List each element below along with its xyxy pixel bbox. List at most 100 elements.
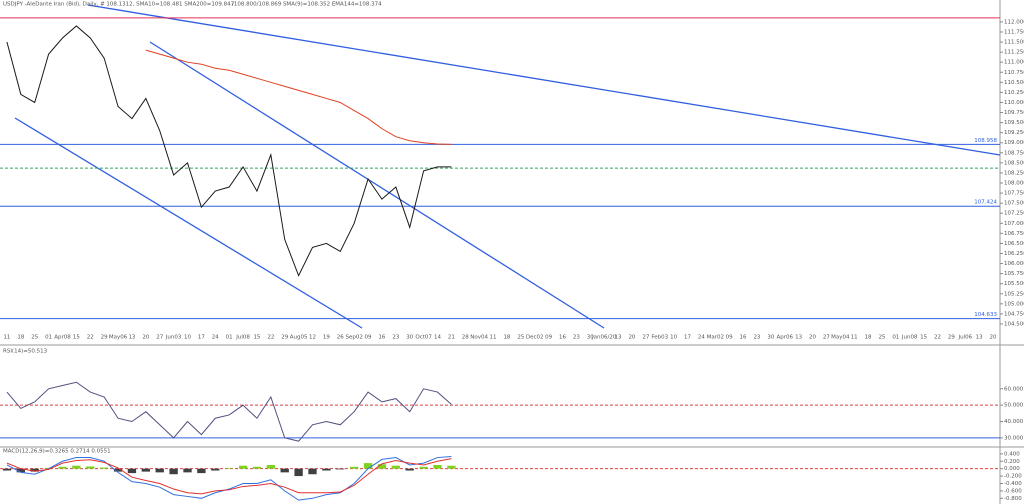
x-tick-label: 20 xyxy=(142,335,149,341)
histogram-bar xyxy=(266,464,275,469)
y-tick-label: 106.750 xyxy=(1004,231,1024,237)
x-tick-label: 22 xyxy=(267,335,274,341)
y-tick-label: 108.500 xyxy=(1004,160,1024,166)
y-tick-label: 111.250 xyxy=(1004,50,1024,56)
x-tick-label: Dec02 xyxy=(526,335,544,341)
x-tick-label: 19 xyxy=(323,335,330,341)
x-tick-label: 15 xyxy=(920,335,927,341)
trend-line xyxy=(87,4,1001,156)
histogram-bar xyxy=(197,468,206,474)
x-tick-label: 13 xyxy=(795,335,802,341)
x-tick-label: 09 xyxy=(365,335,372,341)
x-tick-label: 11 xyxy=(851,335,858,341)
level-label: 107.424 xyxy=(974,200,997,206)
x-tick-label: 01 xyxy=(892,335,899,341)
y-tick-label: 107.000 xyxy=(1004,221,1024,227)
x-tick-label: 13 xyxy=(976,335,983,341)
x-tick-label: Sep02 xyxy=(345,335,362,341)
y-tick-label: 60.000 xyxy=(1004,386,1024,392)
x-tick-label: 11 xyxy=(3,335,10,341)
x-tick-label: 23 xyxy=(392,335,399,341)
y-tick-label: 110.000 xyxy=(1004,100,1024,106)
y-tick-label: -0.800 xyxy=(1004,496,1022,502)
y-tick-label: 109.000 xyxy=(1004,140,1024,146)
x-tick-label: Jun08 xyxy=(901,335,918,341)
level-label: 108.958 xyxy=(974,138,997,144)
x-tick-label: 22 xyxy=(934,335,941,341)
histogram-bar xyxy=(252,466,262,469)
histogram-bar xyxy=(183,468,192,473)
x-tick-label: 14 xyxy=(434,335,441,341)
series-line xyxy=(6,455,452,501)
y-tick-label: 107.250 xyxy=(1004,211,1024,217)
y-tick-label: 106.000 xyxy=(1004,261,1024,267)
histogram-bar xyxy=(433,464,442,469)
y-tick-label: 105.000 xyxy=(1004,301,1024,307)
y-tick-label: 111.750 xyxy=(1004,29,1024,35)
y-tick-label: 109.250 xyxy=(1004,130,1024,136)
x-tick-label: May04 xyxy=(831,335,850,341)
series-line xyxy=(6,381,452,442)
x-tick-label: 29 xyxy=(281,335,288,341)
x-tick-label: Aug05 xyxy=(290,335,308,341)
x-tick-label: 01 xyxy=(226,335,233,341)
x-tick-label: 23 xyxy=(753,335,760,341)
panel-title: MACD(12,26,9)=0.3265 0.2714 0.0551 xyxy=(3,449,111,455)
histogram-bar xyxy=(58,466,67,469)
x-tick-label: 16 xyxy=(559,335,566,341)
x-tick-label: 20 xyxy=(990,335,997,341)
y-tick-label: 50.000 xyxy=(1004,403,1024,409)
x-tick-label: 09 xyxy=(545,335,552,341)
y-tick-label: 0.000 xyxy=(1004,466,1020,472)
y-tick-label: 108.000 xyxy=(1004,181,1024,187)
histogram-bar xyxy=(2,468,12,471)
histogram-bar xyxy=(363,463,373,469)
x-tick-label: 13 xyxy=(128,335,135,341)
y-tick-label: -0.400 xyxy=(1004,481,1022,487)
histogram-bar xyxy=(391,465,400,469)
x-tick-label: 17 xyxy=(684,335,691,341)
trend-line xyxy=(14,117,363,329)
histogram-bar xyxy=(155,468,164,473)
x-tick-label: 27 xyxy=(823,335,830,341)
x-tick-label: 09 xyxy=(726,335,733,341)
x-tick-label: 11 xyxy=(490,335,497,341)
x-tick-label: 25 xyxy=(31,335,38,341)
x-tick-label: May06 xyxy=(109,335,128,341)
x-tick-label: 10 xyxy=(670,335,677,341)
x-tick-label: Oct07 xyxy=(415,335,432,341)
x-tick-label: 29 xyxy=(948,335,955,341)
x-tick-label: 18 xyxy=(503,335,510,341)
trend-line xyxy=(149,41,605,329)
x-tick-label: Jan06/20 xyxy=(591,335,617,341)
series-line xyxy=(145,49,452,145)
histogram-bar xyxy=(141,468,150,472)
x-tick-label: Feb03 xyxy=(651,335,668,341)
x-tick-label: Nov04 xyxy=(470,335,488,341)
y-tick-label: 108.750 xyxy=(1004,150,1024,156)
x-tick-label: 26 xyxy=(337,335,344,341)
y-tick-label: 111.000 xyxy=(1004,60,1024,66)
x-tick-label: 24 xyxy=(212,335,219,341)
series-line xyxy=(6,25,452,277)
x-tick-label: 24 xyxy=(698,335,705,341)
histogram-bar xyxy=(100,467,109,469)
y-tick-label: 104.750 xyxy=(1004,311,1024,317)
x-tick-label: 30 xyxy=(767,335,774,341)
histogram-bar xyxy=(16,468,25,473)
x-tick-label: 22 xyxy=(87,335,94,341)
y-tick-label: -0.600 xyxy=(1004,488,1022,494)
x-tick-label: 25 xyxy=(517,335,524,341)
histogram-bar xyxy=(30,468,39,472)
histogram-bar xyxy=(86,466,95,469)
y-tick-label: 109.750 xyxy=(1004,110,1024,116)
x-tick-label: 18 xyxy=(865,335,872,341)
x-tick-label: 21 xyxy=(448,335,455,341)
y-tick-label: 105.250 xyxy=(1004,291,1024,297)
x-tick-label: 27 xyxy=(642,335,649,341)
x-tick-label: 20 xyxy=(809,335,816,341)
y-tick-label: 107.750 xyxy=(1004,191,1024,197)
histogram-bar xyxy=(127,468,137,474)
histogram-bar xyxy=(336,468,345,470)
